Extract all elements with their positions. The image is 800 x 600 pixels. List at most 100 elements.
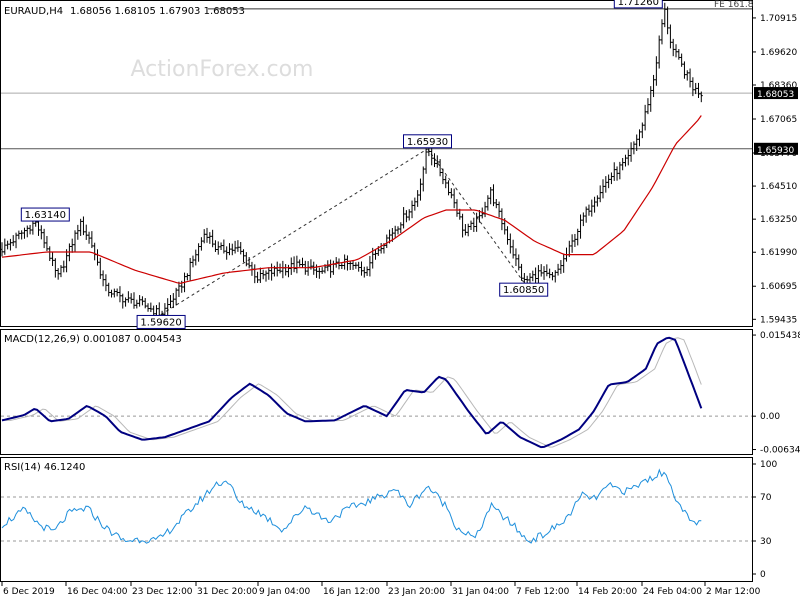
fe-level-label: FE 161.8	[714, 0, 754, 10]
price-bar	[590, 199, 594, 217]
price-bar	[646, 98, 650, 115]
chart-header-symbol: EURAUD,H4	[4, 6, 63, 17]
price-bar	[612, 162, 616, 181]
price-bar	[48, 246, 52, 261]
price-bar	[545, 264, 549, 277]
price-bar	[416, 190, 420, 207]
price-bar	[222, 239, 226, 254]
price-bar	[584, 206, 588, 223]
price-bar	[368, 256, 372, 277]
price-bar	[51, 251, 55, 267]
trendline-1	[427, 148, 525, 283]
price-bar	[166, 298, 170, 316]
price-bar	[17, 230, 21, 240]
rsi-line	[1, 468, 702, 544]
price-bar	[185, 273, 189, 281]
price-bar	[694, 82, 698, 95]
price-bar	[520, 263, 524, 281]
price-bar	[674, 44, 678, 58]
price-bar	[295, 255, 299, 274]
swing-annotation-label: 1.71260	[618, 0, 659, 8]
price-bar	[270, 263, 274, 281]
price-bar	[42, 228, 46, 249]
price-bar	[289, 257, 293, 275]
macd-panel	[1, 336, 752, 449]
time-tick-label: 24 Feb 04:00	[643, 587, 702, 597]
price-axis: 1.709151.696201.683601.670651.657701.645…	[752, 14, 798, 325]
macd-line	[1, 336, 703, 449]
time-tick-label: 23 Dec 12:00	[132, 587, 193, 597]
price-bar	[598, 185, 602, 203]
price-bar	[666, 6, 670, 35]
trendline-0	[160, 148, 428, 315]
price-bar	[506, 226, 510, 245]
price-bar	[365, 266, 369, 276]
price-bar	[219, 242, 223, 251]
time-tick-label: 6 Dec 2019	[3, 587, 55, 597]
price-bar	[301, 257, 305, 268]
price-bar	[466, 223, 470, 237]
price-bar	[191, 255, 195, 268]
price-bar	[531, 270, 535, 282]
price-bar	[126, 291, 130, 303]
price-bar	[556, 263, 560, 276]
price-bar	[337, 258, 341, 270]
price-bar	[329, 259, 333, 278]
price-bar	[208, 232, 212, 244]
price-bar	[124, 297, 128, 307]
rsi-tick-label: 30	[760, 537, 772, 547]
price-bar	[62, 260, 66, 273]
price-bar	[581, 212, 585, 227]
price-bar	[671, 38, 675, 57]
swing-annotation-box	[136, 314, 186, 329]
price-bar	[522, 273, 526, 285]
swing-annotation-box	[499, 282, 549, 297]
swing-annotation-label: 1.63140	[25, 210, 66, 221]
price-bar	[256, 271, 260, 283]
price-bar	[22, 227, 26, 239]
price-bar	[438, 159, 442, 177]
price-bar	[497, 201, 501, 218]
price-bar	[430, 147, 434, 166]
price-bar	[331, 260, 335, 275]
price-bar	[441, 168, 445, 185]
time-tick-label: 16 Dec 04:00	[67, 587, 128, 597]
price-bar	[469, 220, 473, 231]
price-bar	[629, 142, 633, 162]
rsi-axis: 100 70 30 0	[752, 460, 777, 580]
chart-header-ohlc: 1.68056 1.68105 1.67903 1.68053	[70, 6, 245, 17]
price-bar	[579, 214, 583, 239]
price-bar	[432, 153, 436, 168]
rsi-tick-label: 100	[760, 460, 777, 470]
svg-text:1.65930: 1.65930	[757, 146, 794, 156]
swing-annotation: 1.60850	[499, 282, 549, 297]
moving-average	[1, 115, 702, 284]
price-bar	[14, 232, 18, 249]
price-bar	[379, 243, 383, 254]
time-axis: 6 Dec 2019 16 Dec 04:00 23 Dec 12:00 31 Dec…	[1, 582, 761, 597]
price-bar	[553, 270, 557, 283]
price-bar	[253, 264, 257, 284]
price-bar	[444, 175, 448, 189]
price-bar	[348, 260, 352, 270]
price-bar	[213, 240, 217, 252]
price-bar	[699, 91, 703, 103]
price-bar	[407, 209, 411, 221]
swing-annotation: 1.59620	[136, 314, 186, 329]
price-bar	[56, 268, 60, 280]
price-bar	[169, 295, 173, 309]
price-bar	[362, 266, 366, 278]
price-bar	[494, 198, 498, 209]
price-bar	[449, 188, 453, 199]
price-bar	[635, 134, 639, 151]
price-bar	[463, 224, 467, 236]
price-bar	[691, 77, 695, 97]
price-bar	[264, 270, 268, 282]
price-bar	[573, 233, 577, 247]
swing-annotation-box	[613, 0, 663, 9]
price-bar	[559, 260, 563, 274]
price-bar	[129, 293, 133, 304]
price-annotations: 1.63140 1.59620 1.65930 1.60850 1.71260	[20, 0, 663, 329]
swing-annotation-box	[20, 207, 70, 222]
